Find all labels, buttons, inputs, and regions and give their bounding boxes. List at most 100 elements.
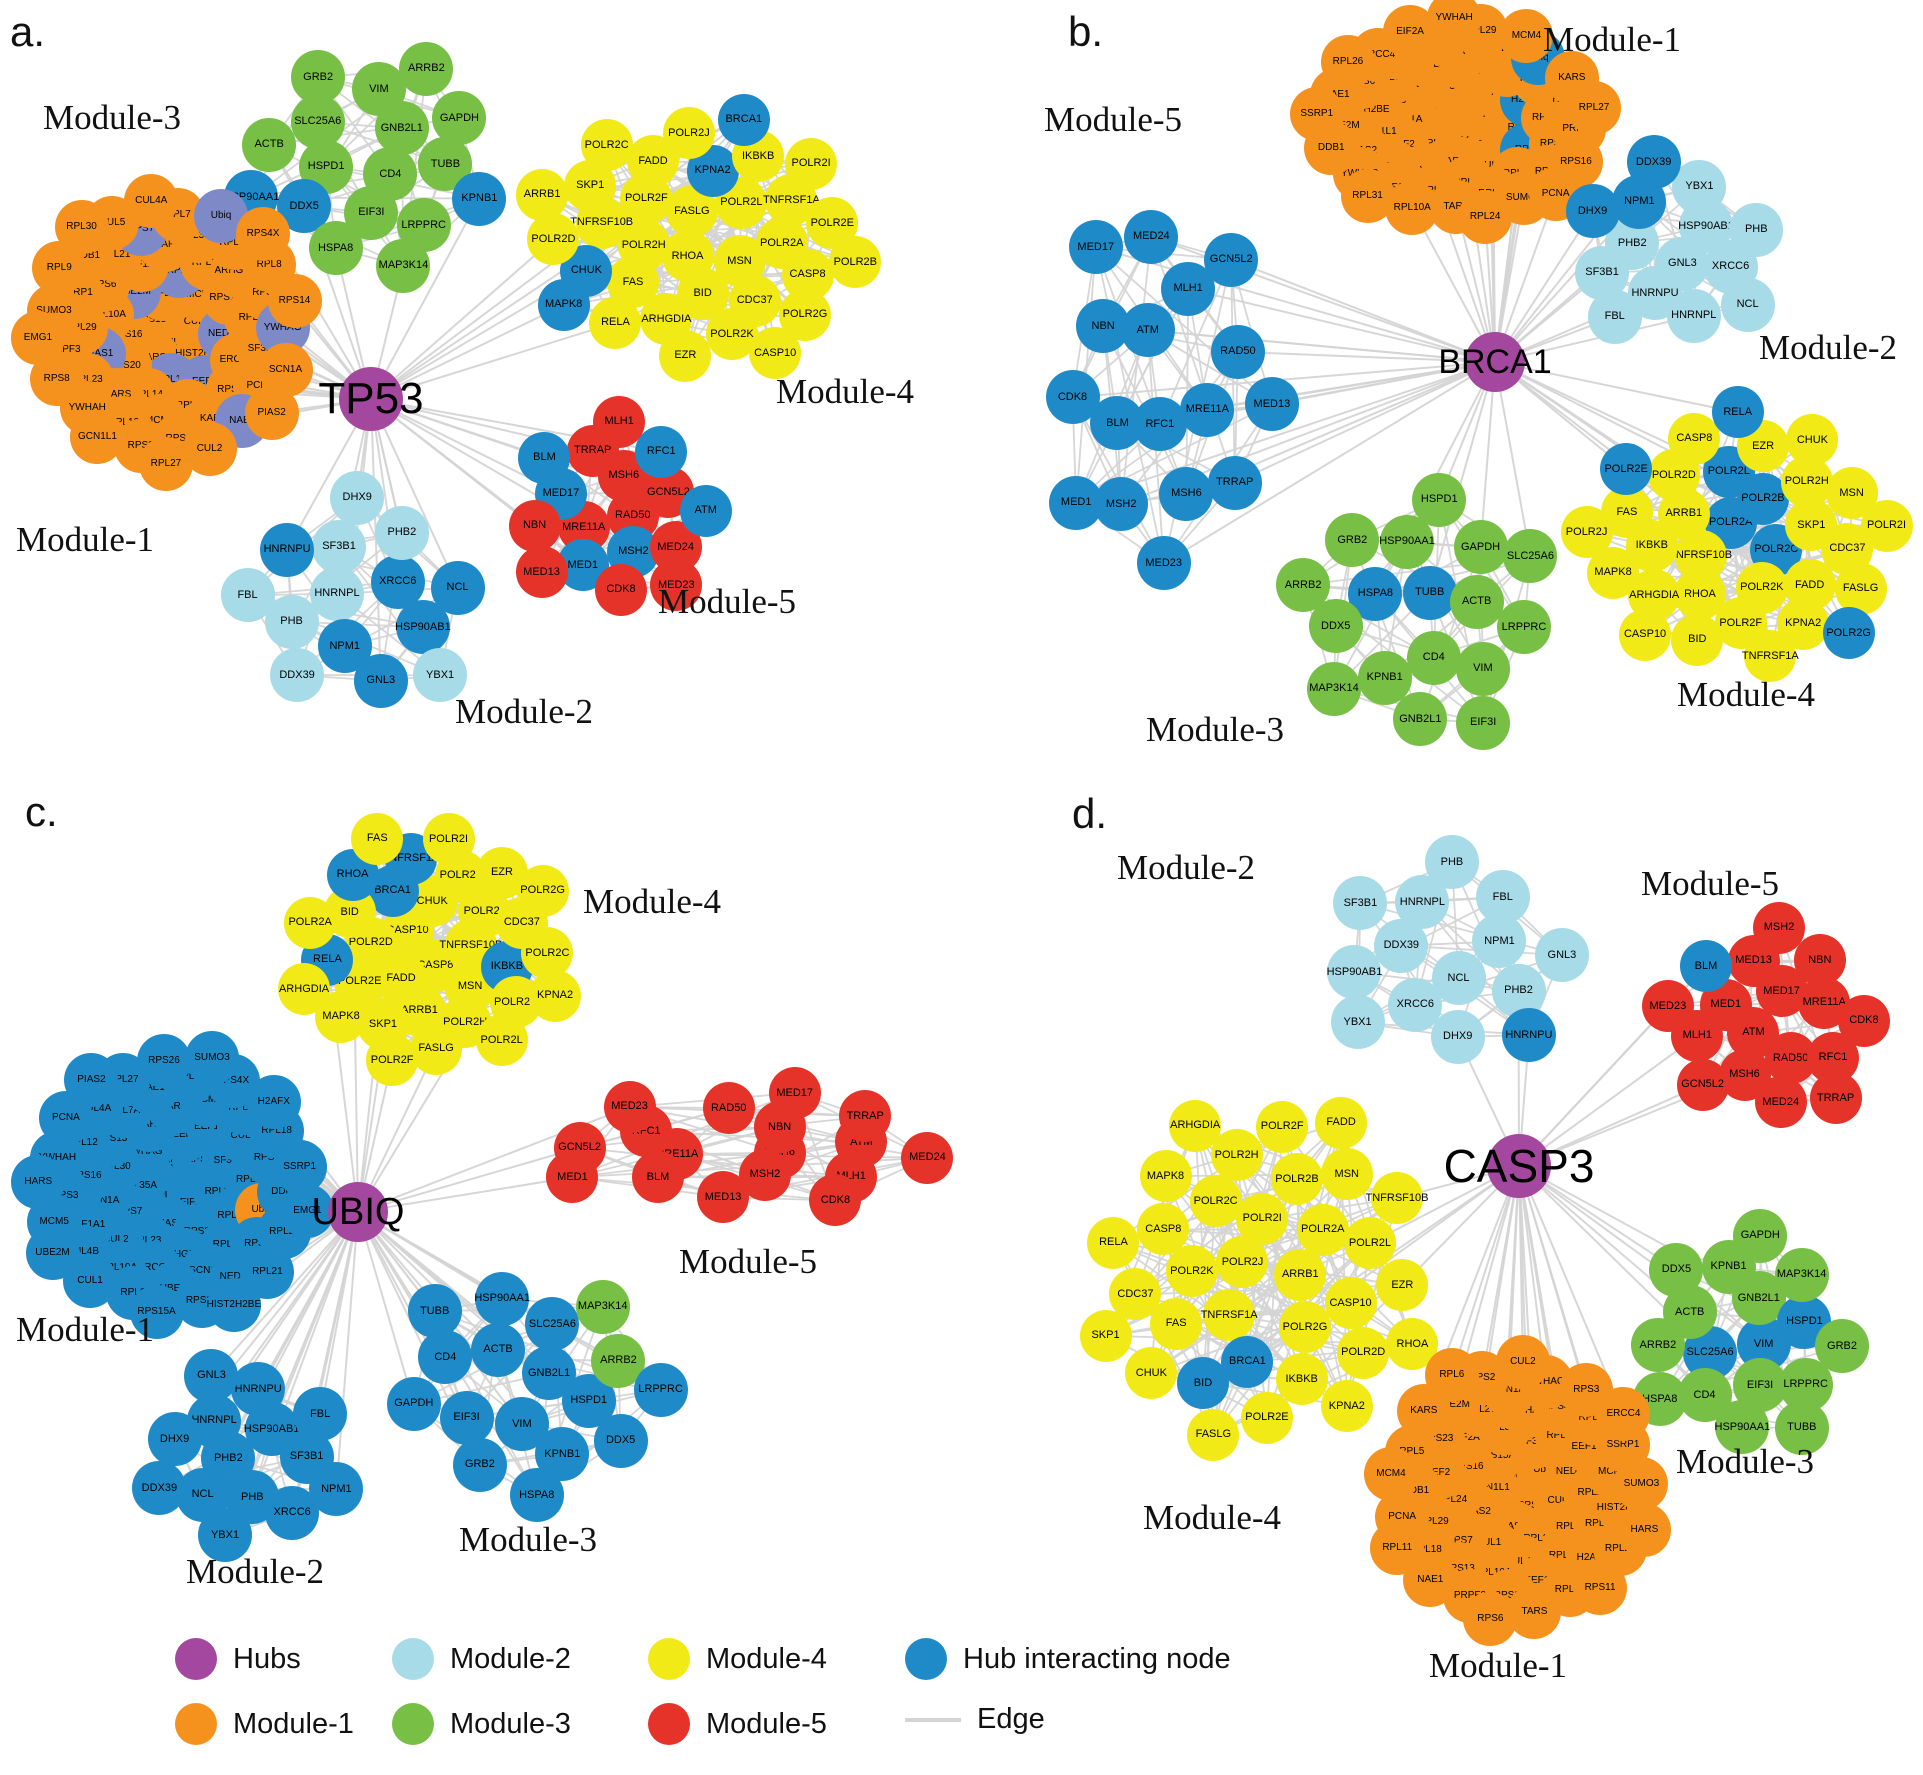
node-casp10: CASP10 <box>749 327 802 380</box>
node-arrb1: ARRB1 <box>1274 1248 1327 1301</box>
node-kpnb1: KPNB1 <box>452 171 507 226</box>
node-hnrnpl: HNRNPL <box>1666 288 1721 343</box>
node-cdc37: CDC37 <box>1109 1268 1162 1321</box>
panel-letter-c: c. <box>25 788 58 835</box>
legend-label: Hubs <box>233 1642 301 1675</box>
node-trrap: TRRAP <box>1809 1072 1862 1125</box>
node-ybx1: YBX1 <box>198 1508 253 1563</box>
node-med17: MED17 <box>1068 220 1123 275</box>
node-polr2g: POLR2G <box>1278 1301 1331 1354</box>
node-bid: BID <box>1176 1357 1229 1409</box>
node-blm: BLM <box>1679 940 1732 993</box>
node-actb: ACTB <box>1449 574 1504 629</box>
node-blm: BLM <box>631 1151 684 1204</box>
node-hsp90ab1: HSP90AB1 <box>1327 945 1382 1000</box>
node-med1: MED1 <box>546 1151 599 1204</box>
node-rpl11: RPL11 <box>1370 1520 1425 1575</box>
module-5-swatch <box>648 1703 690 1745</box>
node-ddx39: DDX39 <box>1374 918 1429 973</box>
node-fbl: FBL <box>1475 870 1530 925</box>
node-hspd1: HSPD1 <box>1412 472 1467 527</box>
label-b-module-2: Module-2 <box>1758 328 1898 367</box>
node-nbn: NBN <box>1076 299 1131 354</box>
node-mcm4: MCM4 <box>1499 9 1554 64</box>
node-ercc4: ERCC4 <box>1596 1387 1651 1442</box>
node-atm: ATM <box>679 484 732 537</box>
node-hars: HARS <box>1617 1502 1672 1557</box>
node-rps15a: RPS15A <box>129 1285 184 1340</box>
node-ddx39: DDX39 <box>132 1461 187 1516</box>
node-tnfrsf1a: TNFRSF1A <box>1201 1289 1258 1342</box>
node-mapk8: MAPK8 <box>537 278 590 331</box>
node-ybx1: YBX1 <box>413 648 468 703</box>
node-gapdh: GAPDH <box>386 1376 441 1431</box>
label-a-module-5: Module-5 <box>657 582 797 621</box>
label-d-module-3: Module-3 <box>1675 1442 1815 1481</box>
node-rela: RELA <box>1087 1216 1140 1269</box>
node-polr2i: POLR2I <box>1236 1192 1289 1245</box>
node-polr2j: POLR2J <box>1216 1236 1269 1289</box>
node-polr2a: POLR2A <box>284 896 337 949</box>
node-polr2l: POLR2L <box>715 176 768 229</box>
legend-item-module-1: Module-1 <box>175 1703 354 1745</box>
node-chuk: CHUK <box>1125 1347 1178 1400</box>
node-emg1: EMG1 <box>280 1184 335 1239</box>
node-cul4a: CUL4A <box>124 174 179 229</box>
label-b-module-4: Module-4 <box>1676 675 1816 714</box>
label-a-module-1: Module-1 <box>15 520 155 559</box>
node-faslg: FASLG <box>1834 562 1887 615</box>
node-gnl3: GNL3 <box>1534 928 1589 983</box>
node-sf3b1: SF3B1 <box>1333 876 1388 931</box>
hub-node-casp3: CASP3 <box>1444 1134 1594 1198</box>
node-msh2: MSH2 <box>1753 901 1806 954</box>
node-hsp90aa1: HSP90AA1 <box>474 1271 530 1326</box>
node-ezr: EZR <box>1376 1259 1429 1312</box>
node-gnb2l1: GNB2L1 <box>522 1346 577 1401</box>
node-faslg: FASLG <box>1187 1408 1240 1461</box>
node-ddx39: DDX39 <box>1626 135 1681 190</box>
node-polr2k: POLR2K <box>1165 1245 1218 1298</box>
node-ikbkb: IKBKB <box>1275 1353 1328 1406</box>
node-ywhah: YWHAH <box>1427 0 1482 46</box>
node-ddx39: DDX39 <box>270 648 325 702</box>
node-phb: PHB <box>1424 835 1479 890</box>
hub-node-tp53: TP53 <box>318 367 424 431</box>
legend-label: Module-2 <box>450 1642 571 1675</box>
node-rela: RELA <box>1711 386 1764 439</box>
node-polr2d: POLR2D <box>1337 1326 1390 1379</box>
node-polr2c: POLR2C <box>1189 1175 1242 1228</box>
node-cd4: CD4 <box>418 1330 473 1385</box>
panel-letter-b: b. <box>1068 8 1104 55</box>
label-c-module-2: Module-2 <box>185 1552 325 1591</box>
node-polr2i: POLR2I <box>785 137 838 190</box>
node-phb: PHB <box>1729 202 1784 257</box>
node-mapk8: MAPK8 <box>1139 1150 1192 1203</box>
node-nbn: NBN <box>508 499 561 552</box>
node-bid: BID <box>1671 613 1724 666</box>
node-gapdh: GAPDH <box>1453 520 1508 575</box>
node-gapdh: GAPDH <box>432 91 487 146</box>
node-grb2: GRB2 <box>452 1437 507 1492</box>
node-gcn1l1: GCN1L1 <box>70 409 125 464</box>
node-rpl10a: RPL10A <box>1385 181 1440 236</box>
node-hsp90aa1: HSP90AA1 <box>1715 1400 1770 1455</box>
node-med13: MED13 <box>515 546 568 599</box>
node-vim: VIM <box>1455 641 1510 696</box>
node-polr2d: POLR2D <box>527 213 580 265</box>
legend-label: Edge <box>977 1703 1045 1735</box>
node-pias2: PIAS2 <box>244 385 299 440</box>
legend-label: Module-1 <box>233 1707 354 1740</box>
node-arrb2: ARRB2 <box>399 41 454 96</box>
node-polr2f: POLR2F <box>366 1034 419 1087</box>
node-ncl: NCL <box>430 560 485 615</box>
node-polr2f: POLR2F <box>1256 1100 1309 1153</box>
node-hspa8: HSPA8 <box>308 221 363 276</box>
node-polr2j: POLR2J <box>662 107 715 159</box>
legend-item-module-3: Module-3 <box>392 1703 571 1745</box>
label-d-module-4: Module-4 <box>1142 1498 1282 1537</box>
node-blm: BLM <box>1090 396 1145 451</box>
node-map3k14: MAP3K14 <box>1306 661 1361 716</box>
node-polr2i: POLR2I <box>422 813 475 866</box>
hub-interacting-node-swatch <box>905 1638 947 1680</box>
node-map3k14: MAP3K14 <box>376 238 431 293</box>
